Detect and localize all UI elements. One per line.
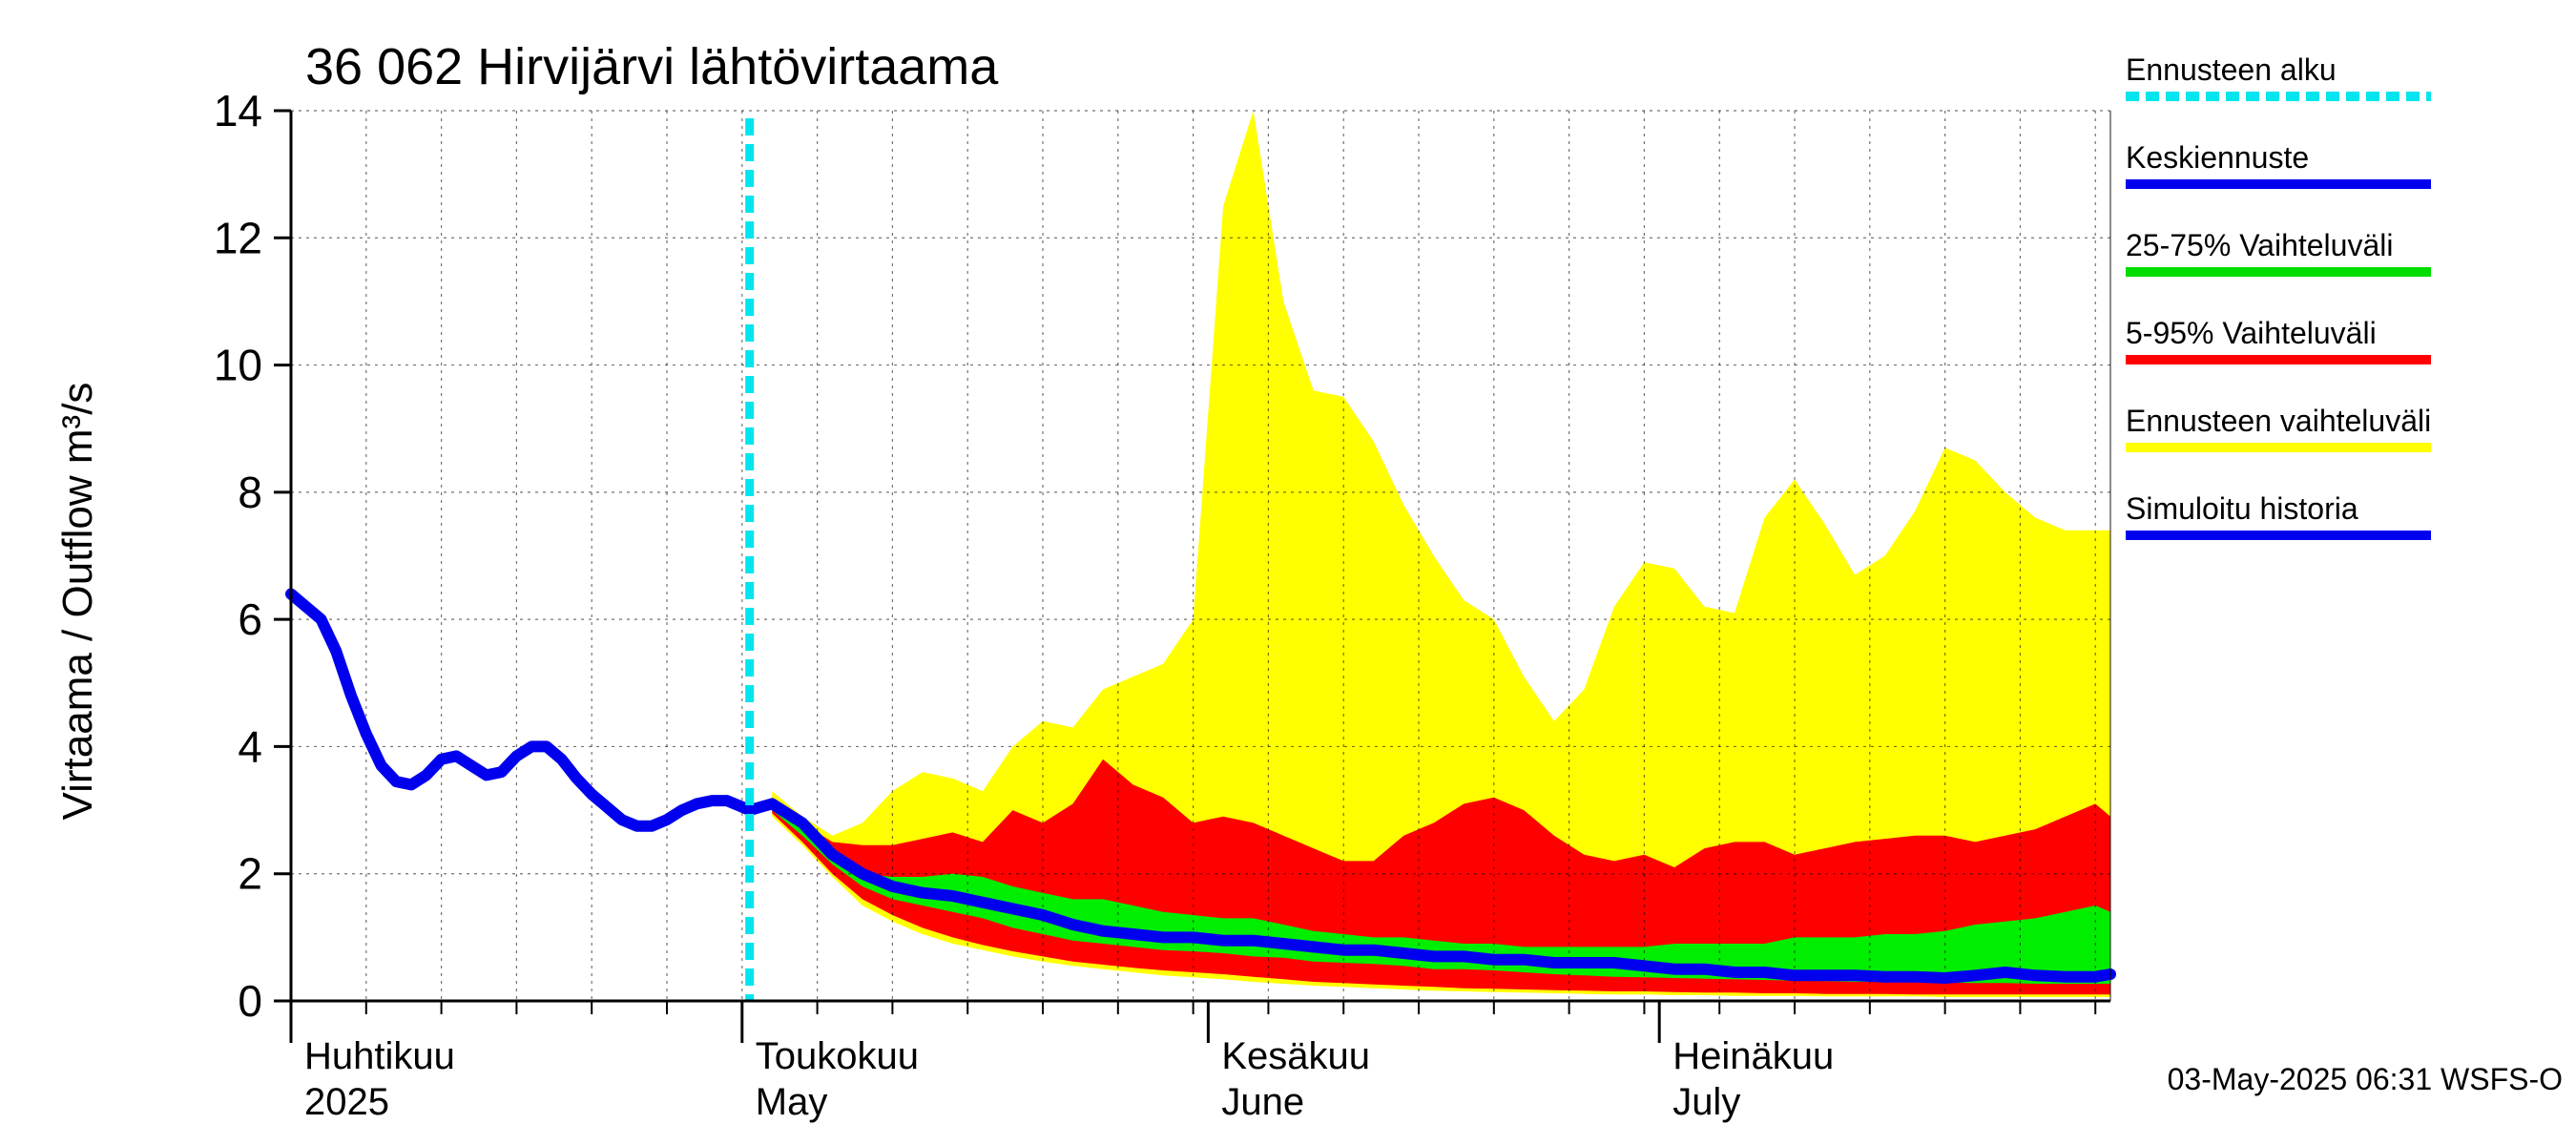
y-tick-label: 6 (238, 594, 262, 644)
x-month-sublabel: May (756, 1081, 828, 1123)
legend-label: 5-95% Vaihteluväli (2126, 316, 2377, 350)
y-tick-label: 10 (214, 341, 262, 390)
x-month-label: Huhtikuu (304, 1035, 455, 1077)
x-month-label: Heinäkuu (1672, 1035, 1834, 1077)
legend-label: Ennusteen vaihteluväli (2126, 404, 2431, 438)
x-month-label: Toukokuu (756, 1035, 919, 1077)
legend-label: Keskiennuste (2126, 140, 2309, 175)
series-median-forecast (743, 798, 2116, 984)
chart-title: 36 062 Hirvijärvi lähtövirtaama (305, 38, 999, 95)
band-25-75 (772, 803, 2110, 984)
legend-label: 25-75% Vaihteluväli (2126, 228, 2393, 262)
grid (291, 110, 2110, 1001)
y-tick-label: 0 (238, 976, 262, 1026)
x-month-label: Kesäkuu (1221, 1035, 1370, 1077)
series-simulated-history (285, 588, 756, 832)
y-tick-label: 14 (214, 86, 262, 135)
y-tick-label: 8 (238, 468, 262, 517)
legend-label: Simuloitu historia (2126, 491, 2358, 526)
legend-label: Ennusteen alku (2126, 52, 2337, 87)
timestamp: 03-May-2025 06:31 WSFS-O (2168, 1062, 2563, 1096)
y-axis-label: Virtaama / Outflow m³/s (54, 383, 101, 821)
y-tick-label: 2 (238, 849, 262, 899)
y-tick-label: 4 (238, 721, 262, 771)
legend: Ennusteen alku Keskiennuste 25-75% Vaihtel… (2126, 52, 2431, 540)
x-month-sublabel: 2025 (304, 1081, 389, 1123)
x-month-sublabel: June (1221, 1081, 1304, 1123)
x-month-sublabel: July (1672, 1081, 1740, 1123)
y-tick-label: 12 (214, 213, 262, 262)
series-lines (285, 118, 2116, 1001)
